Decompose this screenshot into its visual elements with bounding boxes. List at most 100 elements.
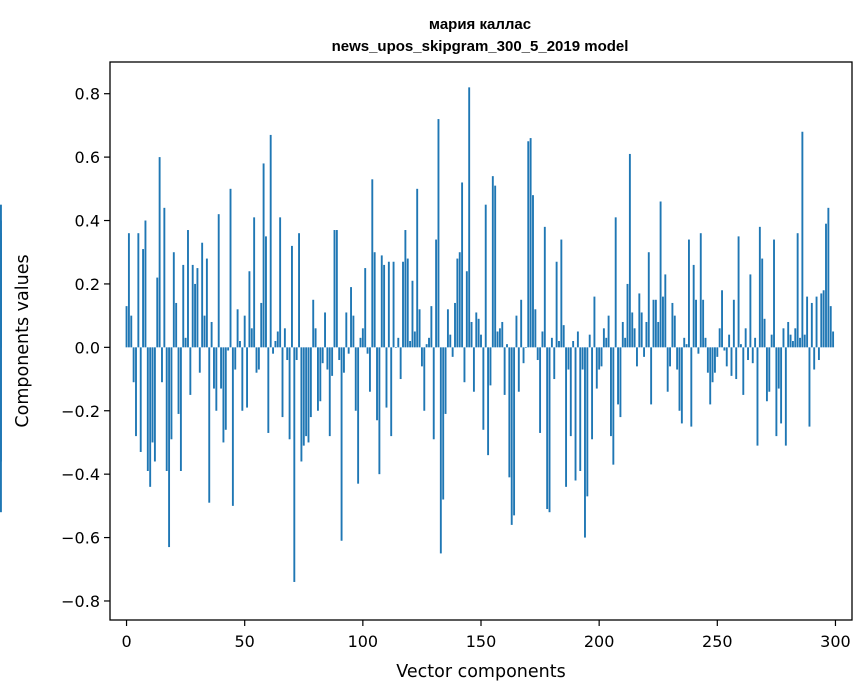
bar	[794, 328, 797, 348]
bar	[413, 331, 416, 348]
bar	[664, 274, 667, 348]
bar	[319, 347, 322, 402]
bar	[796, 233, 799, 348]
bar	[217, 214, 220, 348]
bar	[695, 299, 697, 348]
bar	[253, 217, 256, 348]
bar	[151, 347, 154, 443]
bar	[787, 321, 790, 348]
bar	[725, 347, 728, 367]
bar	[368, 347, 371, 392]
bar	[751, 347, 754, 364]
bar	[281, 347, 284, 418]
bar	[598, 347, 601, 370]
bar	[227, 347, 230, 351]
bar	[574, 347, 577, 481]
bar	[274, 341, 277, 348]
bar	[680, 347, 683, 424]
bar	[650, 347, 653, 405]
bar	[699, 233, 702, 348]
bar	[257, 347, 260, 370]
bar	[607, 315, 610, 348]
bar	[690, 347, 693, 427]
bar	[666, 347, 669, 392]
bar	[487, 347, 490, 456]
bar	[420, 347, 423, 367]
bar	[739, 344, 742, 348]
bar	[130, 315, 133, 348]
bar	[394, 347, 397, 348]
bar	[602, 328, 605, 348]
bar	[763, 318, 766, 348]
x-tick-label: 250	[702, 632, 733, 651]
bar	[153, 347, 156, 462]
bar	[423, 347, 426, 411]
bar	[383, 264, 386, 348]
bar	[704, 337, 707, 348]
bar	[584, 347, 586, 538]
bar	[220, 347, 223, 389]
bar	[572, 341, 575, 348]
bar	[125, 306, 128, 348]
bar	[409, 341, 412, 348]
bar	[565, 347, 568, 487]
bar	[709, 347, 712, 405]
bar	[158, 157, 161, 348]
bar	[643, 347, 645, 357]
bar	[784, 347, 787, 446]
bar	[610, 347, 612, 437]
bar	[541, 331, 544, 348]
bar	[364, 268, 367, 348]
bar	[683, 337, 686, 348]
bar	[553, 347, 556, 380]
bar	[744, 328, 747, 348]
x-axis-label: Vector components	[396, 662, 565, 682]
bar	[168, 347, 171, 548]
bar	[498, 328, 501, 348]
bar	[208, 347, 211, 503]
bar	[387, 261, 390, 348]
bar	[179, 347, 182, 471]
y-tick-label: 0.0	[75, 338, 100, 357]
bar	[175, 302, 178, 348]
bar	[411, 280, 414, 348]
bar	[338, 347, 341, 361]
bar	[721, 290, 723, 348]
bar	[392, 261, 395, 348]
bar	[560, 239, 563, 348]
bar	[170, 347, 173, 440]
bar	[283, 328, 286, 348]
bar	[213, 347, 215, 389]
bar	[189, 347, 192, 395]
bar	[546, 347, 549, 510]
bar	[416, 188, 419, 348]
bar	[262, 163, 265, 348]
bar	[621, 321, 624, 348]
bar	[465, 271, 468, 348]
chart-title: мария каллас	[429, 16, 531, 33]
bar	[435, 239, 438, 348]
bar	[402, 261, 404, 348]
x-tick-label: 150	[466, 632, 497, 651]
bar	[482, 347, 485, 430]
bar	[295, 347, 298, 361]
bar	[662, 296, 664, 348]
bar	[260, 302, 263, 348]
bar	[539, 347, 542, 433]
bar	[510, 347, 513, 525]
x-tick-label: 0	[121, 632, 131, 651]
x-axis: 0 50 100 150 200 250 300	[121, 620, 851, 651]
bar	[768, 347, 771, 392]
bar	[309, 347, 312, 418]
bar	[161, 347, 163, 383]
bar	[165, 347, 168, 471]
bar	[357, 347, 360, 484]
bar	[543, 226, 546, 348]
bar	[735, 347, 738, 380]
bar	[397, 337, 400, 348]
bar	[657, 321, 660, 348]
bar	[463, 347, 466, 383]
y-tick-label: −0.8	[61, 592, 100, 611]
bar	[714, 347, 716, 373]
y-axis-label: Components values	[13, 254, 33, 427]
